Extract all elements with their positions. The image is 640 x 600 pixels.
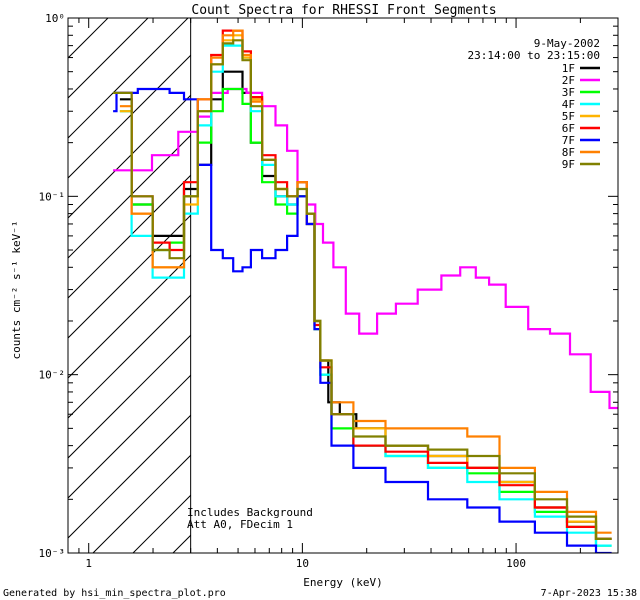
y-tick-label: 10⁻³ bbox=[39, 547, 66, 560]
series-line-3F bbox=[119, 87, 612, 547]
legend-label-5F: 5F bbox=[562, 110, 575, 123]
hatch-line bbox=[68, 254, 191, 379]
legend-label-1F: 1F bbox=[562, 62, 575, 75]
hatch-line bbox=[68, 374, 191, 499]
series-group bbox=[113, 29, 618, 553]
hatch-line bbox=[92, 454, 191, 553]
series-line-4F bbox=[119, 44, 612, 547]
legend-label-2F: 2F bbox=[562, 74, 575, 87]
axis-ticks: 1 10 100 10⁻³ 10⁻² 10⁻¹ 10⁰ bbox=[39, 12, 619, 570]
x-axis-label: Energy (keV) bbox=[303, 576, 382, 589]
series-line-9F bbox=[113, 39, 612, 540]
y-tick-label: 10⁻¹ bbox=[39, 190, 66, 203]
legend-label-6F: 6F bbox=[562, 122, 575, 135]
legend-label-4F: 4F bbox=[562, 98, 575, 111]
y-tick-label: 10⁰ bbox=[45, 12, 65, 25]
series-line-8F bbox=[119, 29, 612, 534]
legend-label-9F: 9F bbox=[562, 158, 575, 171]
legend-label-3F: 3F bbox=[562, 86, 575, 99]
footer-timestamp: 7-Apr-2023 15:38 bbox=[541, 588, 637, 599]
hatch-line bbox=[68, 174, 191, 299]
x-tick-label: 100 bbox=[506, 557, 526, 570]
time-range-label: 23:14:00 to 23:15:00 bbox=[468, 49, 600, 62]
hatch-line bbox=[68, 214, 191, 339]
chart-title: Count Spectra for RHESSI Front Segments bbox=[191, 3, 496, 18]
series-line-2F bbox=[113, 87, 618, 410]
series-line-5F bbox=[119, 34, 612, 540]
plot-frame bbox=[67, 17, 619, 554]
annotation-background: Includes Background bbox=[187, 506, 313, 519]
legend-label-8F: 8F bbox=[562, 146, 575, 159]
x-tick-label: 1 bbox=[85, 557, 92, 570]
series-line-6F bbox=[119, 29, 612, 540]
x-tick-label: 10 bbox=[296, 557, 309, 570]
date-label: 9-May-2002 bbox=[534, 37, 600, 50]
hatch-line bbox=[68, 294, 191, 419]
hatch-line bbox=[68, 54, 191, 179]
hatch-line bbox=[68, 18, 189, 139]
hatch-line bbox=[68, 414, 191, 539]
hatch-line bbox=[68, 94, 191, 219]
annotation-attenuator: Att A0, FDecim 1 bbox=[187, 518, 293, 531]
y-axis-label: counts cm⁻² s⁻¹ keV⁻¹ bbox=[10, 220, 23, 359]
series-line-7F bbox=[113, 87, 612, 553]
footer-generated-by: Generated by hsi_min_spectra_plot.pro bbox=[3, 588, 226, 599]
excluded-region-hatch bbox=[68, 18, 191, 553]
legend-label-7F: 7F bbox=[562, 134, 575, 147]
y-tick-label: 10⁻² bbox=[39, 369, 66, 382]
